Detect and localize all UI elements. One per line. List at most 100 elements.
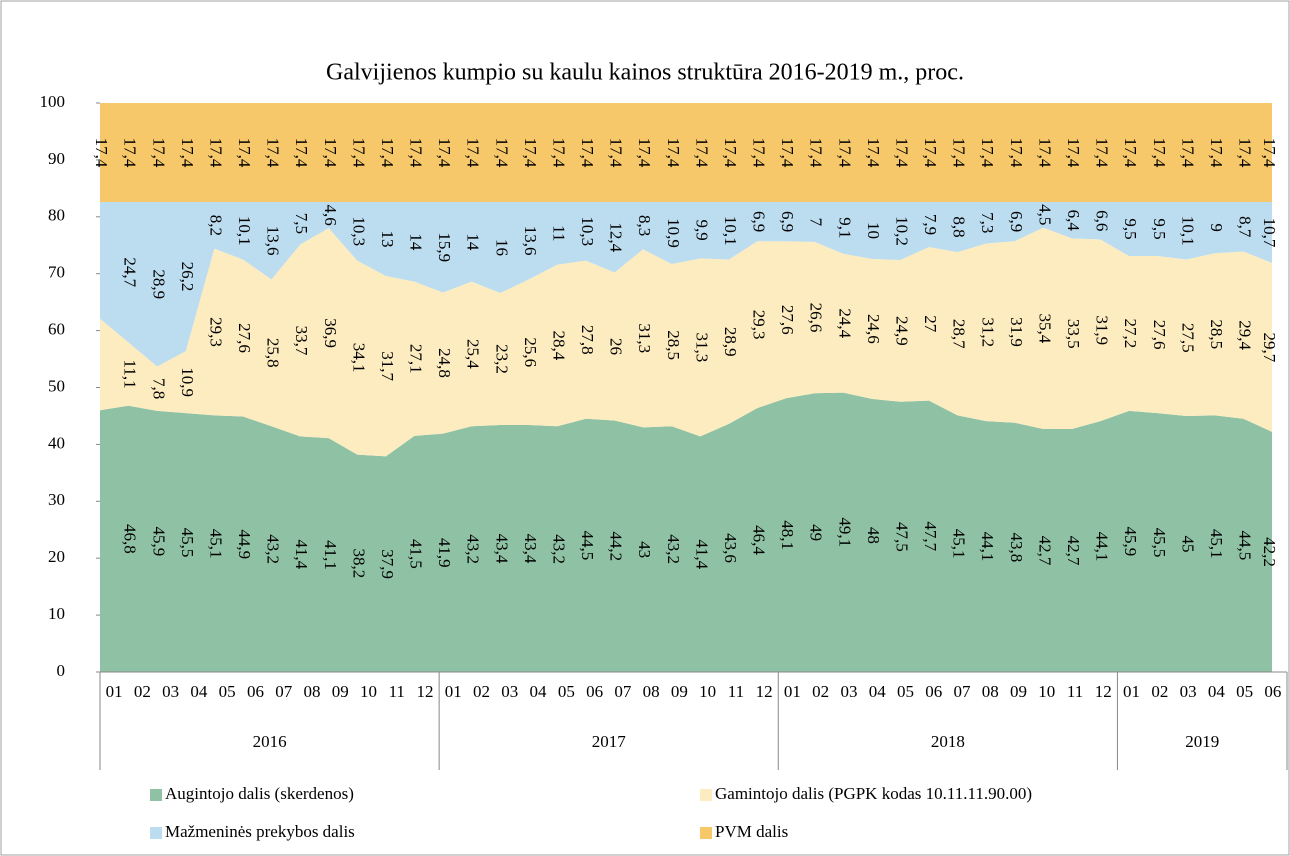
x-tick-label: 06 bbox=[1264, 682, 1281, 701]
data-label: 43,8 bbox=[1007, 533, 1026, 563]
data-label: 28,9 bbox=[149, 269, 168, 299]
y-tick-label: 100 bbox=[40, 92, 66, 111]
data-label: 41,5 bbox=[407, 539, 426, 569]
x-tick-label: 04 bbox=[1208, 682, 1226, 701]
x-tick-label: 12 bbox=[756, 682, 773, 701]
data-label: 26 bbox=[607, 338, 626, 355]
data-label: 43,4 bbox=[521, 534, 540, 564]
data-label: 36,9 bbox=[321, 318, 340, 348]
data-label: 27,6 bbox=[778, 305, 797, 335]
data-label: 17,4 bbox=[607, 138, 626, 168]
data-label: 45 bbox=[1178, 535, 1197, 552]
data-label: 17,4 bbox=[750, 138, 769, 168]
data-label: 17,4 bbox=[378, 138, 397, 168]
legend-label: Gamintojo dalis (PGPK kodas 10.11.11.90.… bbox=[715, 784, 1032, 803]
area bbox=[100, 392, 1272, 672]
data-label: 10,9 bbox=[664, 218, 683, 248]
data-label: 43,2 bbox=[549, 534, 568, 564]
data-label: 42,7 bbox=[1064, 536, 1083, 566]
data-label: 6,9 bbox=[1007, 211, 1026, 232]
data-label: 17,4 bbox=[292, 138, 311, 168]
legend-swatch bbox=[700, 827, 712, 839]
y-tick-label: 0 bbox=[57, 661, 66, 680]
data-label: 27 bbox=[921, 315, 940, 333]
data-label: 28,5 bbox=[664, 330, 683, 360]
data-label: 44,5 bbox=[578, 531, 597, 561]
data-label: 31,7 bbox=[378, 351, 397, 381]
legend-swatch bbox=[150, 789, 162, 801]
x-tick-label: 06 bbox=[586, 682, 603, 701]
x-tick-label: 12 bbox=[417, 682, 434, 701]
y-tick-label: 10 bbox=[48, 604, 65, 623]
data-label: 10,1 bbox=[721, 216, 740, 246]
x-tick-label: 08 bbox=[982, 682, 999, 701]
data-label: 17,4 bbox=[235, 138, 254, 168]
data-label: 41,4 bbox=[692, 539, 711, 569]
x-tick-label: 06 bbox=[247, 682, 264, 701]
data-label: 43,4 bbox=[492, 534, 511, 564]
data-label: 24,8 bbox=[435, 348, 454, 378]
data-label: 44,1 bbox=[1093, 532, 1112, 562]
data-label: 45,1 bbox=[1207, 529, 1226, 559]
data-label: 44,2 bbox=[607, 531, 626, 561]
data-label: 27,2 bbox=[1121, 319, 1140, 349]
x-tick-label: 11 bbox=[389, 682, 405, 701]
data-label: 47,7 bbox=[921, 521, 940, 551]
data-label: 31,9 bbox=[1007, 317, 1026, 347]
x-tick-label: 05 bbox=[219, 682, 236, 701]
x-group-label: 2017 bbox=[592, 732, 627, 751]
x-tick-label: 04 bbox=[190, 682, 208, 701]
data-label: 17,4 bbox=[1236, 138, 1255, 168]
data-label: 43 bbox=[635, 541, 654, 558]
data-label: 6,9 bbox=[750, 211, 769, 232]
data-label: 11,1 bbox=[121, 360, 140, 389]
data-label: 8,3 bbox=[635, 215, 654, 236]
data-label: 10,1 bbox=[235, 216, 254, 246]
data-label: 37,9 bbox=[378, 549, 397, 579]
data-label: 17,4 bbox=[407, 138, 426, 168]
data-label: 17,4 bbox=[721, 138, 740, 168]
data-label: 45,5 bbox=[1150, 528, 1169, 558]
x-tick-label: 10 bbox=[699, 682, 716, 701]
area bbox=[100, 202, 1272, 367]
legend-swatch bbox=[150, 827, 162, 839]
y-tick-label: 70 bbox=[48, 263, 65, 282]
x-tick-label: 05 bbox=[897, 682, 914, 701]
data-label: 28,9 bbox=[721, 327, 740, 357]
x-tick-label: 03 bbox=[1180, 682, 1197, 701]
area bbox=[100, 227, 1272, 457]
y-tick-label: 90 bbox=[48, 149, 65, 168]
x-tick-label: 04 bbox=[530, 682, 548, 701]
x-group-label: 2018 bbox=[931, 732, 965, 751]
area bbox=[100, 103, 1272, 203]
data-label: 34,1 bbox=[349, 343, 368, 373]
x-tick-label: 12 bbox=[1095, 682, 1112, 701]
data-label: 17,4 bbox=[121, 138, 140, 168]
data-label: 17,4 bbox=[1093, 138, 1112, 168]
data-label: 10,1 bbox=[1178, 216, 1197, 246]
data-label: 24,4 bbox=[835, 308, 854, 338]
legend-label: Mažmeninės prekybos dalis bbox=[165, 822, 355, 841]
data-label: 17,4 bbox=[1007, 138, 1026, 168]
data-label: 10,2 bbox=[892, 216, 911, 246]
data-label: 43,2 bbox=[264, 534, 283, 564]
data-label: 24,6 bbox=[864, 314, 883, 344]
x-tick-label: 11 bbox=[1067, 682, 1083, 701]
data-label: 17,4 bbox=[1150, 138, 1169, 168]
x-tick-label: 04 bbox=[869, 682, 887, 701]
data-label: 45,1 bbox=[206, 529, 225, 559]
x-tick-label: 05 bbox=[1236, 682, 1253, 701]
x-tick-label: 01 bbox=[1123, 682, 1140, 701]
x-tick-label: 07 bbox=[614, 682, 632, 701]
y-tick-label: 30 bbox=[48, 490, 65, 509]
x-tick-label: 02 bbox=[134, 682, 151, 701]
x-tick-label: 09 bbox=[332, 682, 349, 701]
data-label: 17,4 bbox=[921, 138, 940, 168]
data-label: 27,6 bbox=[1150, 320, 1169, 350]
data-label: 17,4 bbox=[1035, 138, 1054, 168]
data-label: 27,1 bbox=[407, 344, 426, 374]
x-tick-label: 01 bbox=[106, 682, 123, 701]
data-label: 26,2 bbox=[178, 262, 197, 292]
data-label: 41,1 bbox=[321, 540, 340, 570]
data-label: 17,4 bbox=[1064, 138, 1083, 168]
